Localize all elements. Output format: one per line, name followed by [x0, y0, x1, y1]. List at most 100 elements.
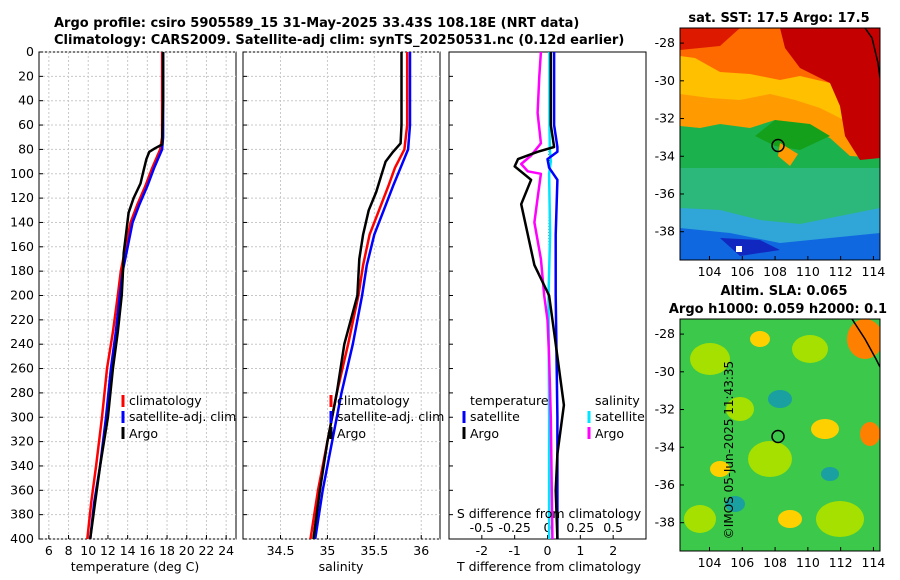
x-tick-label: 14 — [120, 543, 136, 558]
x-tick-label: 18 — [159, 543, 175, 558]
salinity-legend-satellite-adj: satellite-adj. clim — [337, 409, 444, 424]
sla-heatmap — [680, 319, 880, 551]
map-x-tick-label: 108 — [763, 555, 787, 570]
map-x-tick-label: 114 — [862, 555, 886, 570]
figure-title-line1: Argo profile: csiro 5905589_15 31-May-20… — [54, 16, 580, 31]
series-line-salinity-argo — [519, 51, 554, 540]
map-x-tick-label: 112 — [829, 555, 853, 570]
x-tick-label: 8 — [65, 543, 73, 558]
salinity-ticks: 34.5 35 35.5 36 — [243, 51, 429, 558]
map-x-tick-label: 104 — [698, 555, 722, 570]
temperature-grid — [39, 51, 236, 540]
x-tick-label: 2 — [609, 543, 617, 558]
difference-panel: -2 -1 0 1 2 -0.5 -0.25 0 0.25 0.5 temperature sat… — [448, 51, 647, 574]
salinity-legend-argo: Argo — [337, 426, 366, 441]
x-tick-label: -2 — [476, 543, 488, 558]
y-tick-label: 100 — [10, 166, 34, 181]
y-tick-label: 60 — [18, 117, 34, 132]
x2-tick-label: -0.25 — [498, 520, 530, 535]
salinity-legend-climatology: climatology — [337, 393, 410, 408]
y-tick-label: 340 — [10, 458, 34, 473]
difference-xlabel: T difference from climatology — [456, 559, 642, 574]
y-tick-label: 0 — [26, 44, 34, 59]
y-tick-label: 240 — [10, 336, 34, 351]
salinity-panel: 34.5 35 35.5 36 climatology satellite-adj. … — [242, 51, 444, 574]
map-y-tick-label: -32 — [655, 402, 675, 417]
map-y-tick-label: -32 — [655, 111, 675, 126]
sst-map-panel: sat. SST: 17.5 Argo: 17.5 104 106 108 110 11… — [655, 11, 886, 279]
x-tick-label: 12 — [100, 543, 116, 558]
x-tick-label: 0 — [544, 543, 552, 558]
temperature-lines — [86, 52, 165, 540]
difference-lines — [513, 51, 566, 540]
y-tick-label: 120 — [10, 190, 34, 205]
x-tick-label: -1 — [508, 543, 520, 558]
x-tick-label: 22 — [198, 543, 214, 558]
y-tick-label: 80 — [18, 141, 34, 156]
sla-map-subtitle: Argo h1000: 0.059 h2000: 0.1 — [669, 302, 887, 317]
y-tick-label: 140 — [10, 214, 34, 229]
y-tick-label: 20 — [18, 68, 34, 83]
map-x-tick-label: 110 — [796, 555, 820, 570]
y-tick-label: 260 — [10, 361, 34, 376]
sla-map-panel: Altim. SLA: 0.065 Argo h1000: 0.059 h200… — [655, 284, 888, 570]
map-x-tick-label: 106 — [730, 555, 754, 570]
y-tick-label: 300 — [10, 409, 34, 424]
x-tick-label: 1 — [576, 543, 584, 558]
figure-title-line2: Climatology: CARS2009. Satellite-adj cli… — [54, 33, 625, 48]
x-tick-label: 6 — [45, 543, 53, 558]
y-tick-label: 400 — [10, 531, 34, 546]
x2-tick-label: 0.25 — [566, 520, 594, 535]
x-tick-label: 10 — [80, 543, 96, 558]
x-tick-label: 35.5 — [360, 543, 388, 558]
temperature-legend-satellite-adj: satellite-adj. clim — [129, 409, 236, 424]
map-x-tick-label: 110 — [796, 264, 820, 279]
x2-tick-label: 0 — [544, 520, 552, 535]
legend-salinity-argo: Argo — [595, 426, 624, 441]
temperature-ticks: 6 8 10 12 14 16 18 20 22 240204060801001201401601… — [10, 44, 234, 558]
legend-temperature-satellite: satellite — [470, 409, 520, 424]
legend-salinity-title: salinity — [595, 393, 640, 408]
map-x-tick-label: 108 — [763, 264, 787, 279]
sla-map-frame — [679, 318, 881, 552]
y-tick-label: 160 — [10, 239, 34, 254]
legend-salinity-satellite: satellite — [595, 409, 645, 424]
series-line-temperature-satellite — [546, 52, 559, 539]
sla-map-ticks: 104 106 108 110 112 114 -28 -30 -32 -34 -36 -38 — [655, 326, 886, 570]
y-tick-label: 180 — [10, 263, 34, 278]
map-y-tick-label: -34 — [655, 439, 675, 454]
map-y-tick-label: -36 — [655, 477, 675, 492]
y-tick-label: 360 — [10, 482, 34, 497]
sst-heatmap — [680, 28, 880, 260]
map-x-tick-label: 114 — [862, 264, 886, 279]
map-y-tick-label: -38 — [655, 515, 675, 530]
y-tick-label: 380 — [10, 507, 34, 522]
x-tick-label: 36 — [413, 543, 429, 558]
x-tick-label: 34.5 — [267, 543, 295, 558]
map-y-tick-label: -30 — [655, 364, 675, 379]
salinity-legend: climatology satellite-adj. clim Argo — [329, 393, 444, 441]
map-x-tick-label: 104 — [698, 264, 722, 279]
y-tick-label: 280 — [10, 385, 34, 400]
salinity-xlabel: salinity — [319, 559, 364, 574]
x-tick-label: 24 — [218, 543, 234, 558]
x2-tick-label: 0.5 — [603, 520, 623, 535]
difference-legend: temperature satellite Argo salinity sate… — [462, 393, 645, 441]
temperature-xlabel: temperature (deg C) — [71, 559, 200, 574]
sla-argo-location-marker — [771, 429, 785, 444]
temperature-legend: climatology satellite-adj. clim Argo — [121, 393, 236, 441]
legend-temperature-title: temperature — [470, 393, 549, 408]
map-y-tick-label: -34 — [655, 148, 675, 163]
x-tick-label: 20 — [179, 543, 195, 558]
y-tick-label: 320 — [10, 434, 34, 449]
temperature-panel: 6 8 10 12 14 16 18 20 22 240204060801001201401601… — [10, 44, 237, 574]
series-line-satellite-adj-clim — [313, 52, 412, 540]
x-tick-label: 35 — [319, 543, 335, 558]
map-y-tick-label: -36 — [655, 186, 675, 201]
map-x-tick-label: 106 — [730, 264, 754, 279]
x-tick-label: 16 — [139, 543, 155, 558]
temperature-legend-argo: Argo — [129, 426, 158, 441]
map-y-tick-label: -28 — [655, 326, 675, 341]
imos-timestamp-watermark: ©IMOS 05-Jun-2025 11:43:35 — [722, 361, 736, 539]
